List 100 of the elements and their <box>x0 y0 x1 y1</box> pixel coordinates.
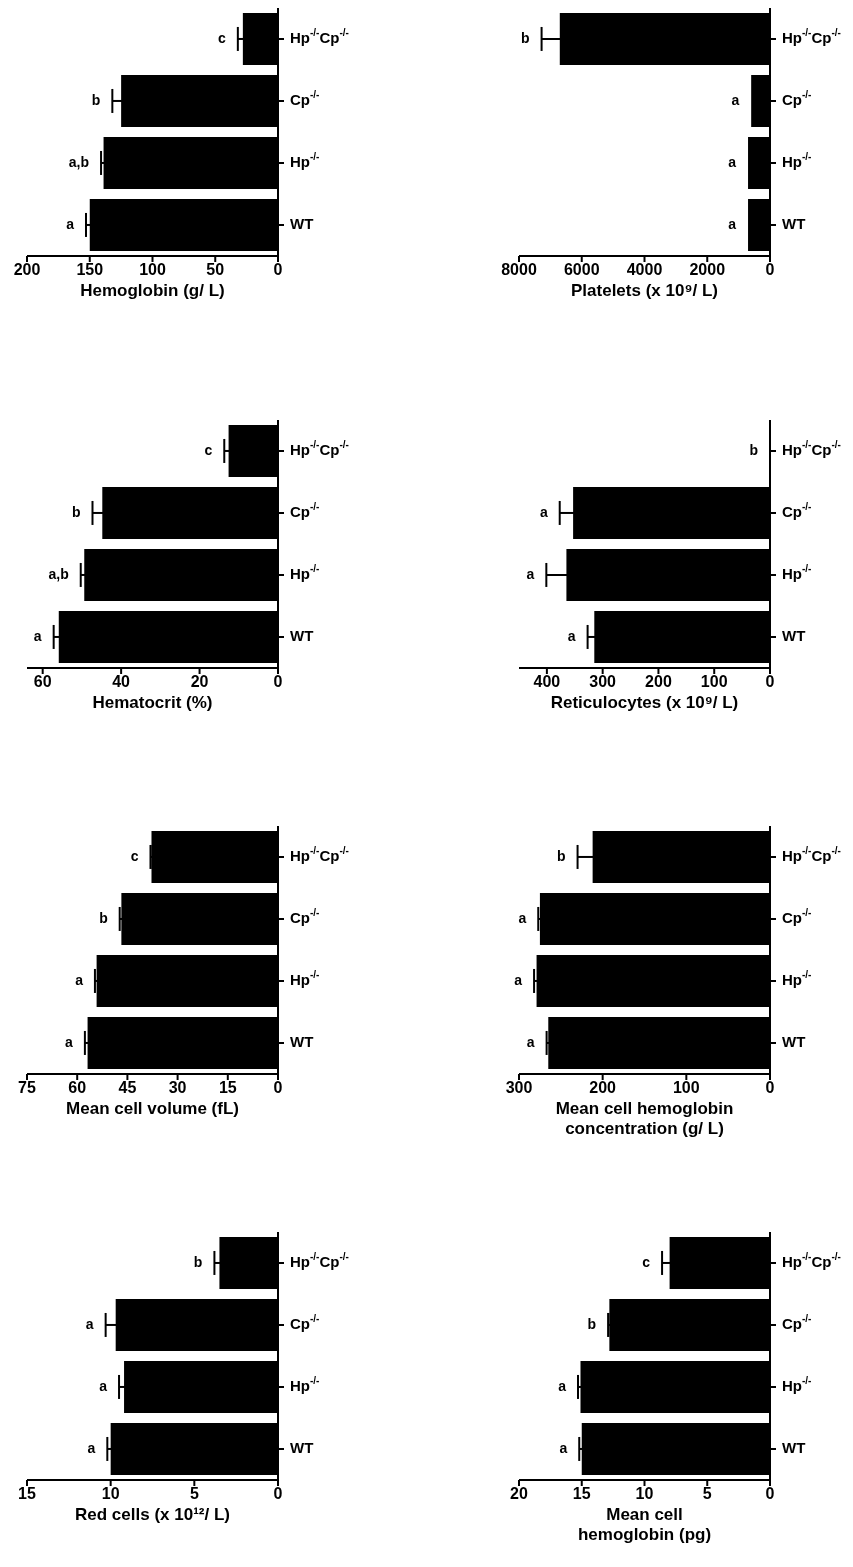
data-label: a <box>65 1033 74 1050</box>
data-label: a <box>87 1439 96 1456</box>
x-tick-label: 200 <box>645 673 672 691</box>
y-tick-label: Cp$^{-/-}$ <box>782 89 812 108</box>
x-tick-label: 15 <box>18 1485 36 1503</box>
y-tick-label: Hp$^{-/-}$ <box>290 151 320 170</box>
data-label: a <box>728 153 737 170</box>
data-label: a,b <box>68 153 90 170</box>
x-tick-label: 100 <box>700 673 728 691</box>
data-label: a <box>518 909 527 926</box>
y-tick-label: Cp$^{-/-}$ <box>782 1313 812 1332</box>
x-tick-label: 4000 <box>626 261 663 279</box>
data-label: a <box>514 971 523 988</box>
x-tick-label: 50 <box>206 261 225 279</box>
x-tick-label: 0 <box>765 1485 775 1503</box>
x-tick-label: 6000 <box>563 261 600 279</box>
y-tick-label: Hp$^{-/-}$Cp$^{-/-}$ <box>782 1251 841 1270</box>
data-label: a <box>731 91 740 108</box>
data-label: c <box>218 29 227 46</box>
x-tick-label: 0 <box>273 1079 283 1097</box>
data-label: a <box>85 1315 94 1332</box>
y-tick-label: Hp$^{-/-}$Cp$^{-/-}$ <box>290 845 349 864</box>
y-tick-label: Cp$^{-/-}$ <box>290 89 320 108</box>
data-label: b <box>749 441 758 458</box>
data-label: a <box>66 215 75 232</box>
x-tick-label: 60 <box>33 673 52 691</box>
x-tick-label: 200 <box>589 1079 617 1097</box>
y-tick-label: Hp$^{-/-}$ <box>782 1375 812 1394</box>
data-label: b <box>71 503 81 520</box>
x-tick-label: 400 <box>533 673 561 691</box>
x-tick-label: 75 <box>18 1079 36 1097</box>
x-tick-label: 5 <box>702 1485 712 1503</box>
y-tick-label: Hp$^{-/-}$ <box>290 969 320 988</box>
x-tick-label: 0 <box>273 1485 283 1503</box>
y-tick-label: Hp$^{-/-}$Cp$^{-/-}$ <box>290 439 349 458</box>
x-tick-label: 45 <box>118 1079 137 1097</box>
y-tick-label: Hp$^{-/-}$Cp$^{-/-}$ <box>290 27 349 46</box>
y-tick-label: Cp$^{-/-}$ <box>290 1313 320 1332</box>
y-tick-label: Hp$^{-/-}$ <box>782 563 812 582</box>
y-tick-label: WT <box>782 1438 806 1456</box>
x-tick-label: 0 <box>765 1079 775 1097</box>
x-tick-label: 60 <box>68 1079 87 1097</box>
x-axis-title: Platelets (x 10⁹/ L) <box>571 281 718 300</box>
y-tick-label: WT <box>290 1438 314 1456</box>
x-tick-label: 10 <box>101 1485 120 1503</box>
data-label: c <box>130 847 139 864</box>
y-tick-label: Hp$^{-/-}$Cp$^{-/-}$ <box>782 27 841 46</box>
x-axis-title: Mean cell volume (fL) <box>66 1099 239 1118</box>
x-axis-title: Hematocrit (%) <box>92 693 213 712</box>
x-tick-label: 2000 <box>689 261 726 279</box>
data-label: b <box>193 1253 203 1270</box>
y-tick-label: Hp$^{-/-}$Cp$^{-/-}$ <box>290 1251 349 1270</box>
x-tick-label: 300 <box>505 1079 533 1097</box>
x-axis-title: Red cells (x 10¹²/ L) <box>75 1505 230 1524</box>
data-label: a <box>526 1033 535 1050</box>
y-tick-label: WT <box>290 214 314 232</box>
data-label: b <box>557 847 566 864</box>
y-tick-label: WT <box>782 626 806 644</box>
x-tick-label: 8000 <box>501 261 537 279</box>
x-tick-label: 5 <box>189 1485 199 1503</box>
x-tick-label: 20 <box>510 1485 528 1503</box>
data-label: a <box>99 1377 108 1394</box>
x-tick-label: 100 <box>672 1079 700 1097</box>
x-tick-label: 15 <box>218 1079 237 1097</box>
y-tick-label: Hp$^{-/-}$ <box>782 151 812 170</box>
x-tick-label: 300 <box>589 673 617 691</box>
data-label: c <box>642 1253 651 1270</box>
y-tick-label: Hp$^{-/-}$ <box>290 1375 320 1394</box>
y-tick-label: Cp$^{-/-}$ <box>290 501 320 520</box>
data-label: a <box>558 1377 567 1394</box>
x-tick-label: 15 <box>572 1485 591 1503</box>
y-tick-label: Hp$^{-/-}$ <box>290 563 320 582</box>
y-tick-label: WT <box>782 214 806 232</box>
data-label: a <box>567 627 576 644</box>
y-tick-label: WT <box>290 1032 314 1050</box>
y-tick-label: Hp$^{-/-}$Cp$^{-/-}$ <box>782 845 841 864</box>
x-tick-label: 0 <box>273 261 283 279</box>
data-label: b <box>91 91 101 108</box>
data-label: a <box>526 565 535 582</box>
x-tick-label: 20 <box>190 673 209 691</box>
x-tick-label: 0 <box>273 673 283 691</box>
x-tick-label: 0 <box>765 673 775 691</box>
y-tick-label: Cp$^{-/-}$ <box>290 907 320 926</box>
x-tick-label: 150 <box>76 261 104 279</box>
x-axis-title: Reticulocytes (x 10⁹/ L) <box>550 693 739 712</box>
data-label: b <box>587 1315 597 1332</box>
data-label: a <box>33 627 42 644</box>
x-tick-label: 40 <box>112 673 131 691</box>
x-tick-label: 100 <box>139 261 166 279</box>
data-label: a <box>75 971 84 988</box>
x-tick-label: 30 <box>168 1079 187 1097</box>
data-label: b <box>99 909 108 926</box>
x-tick-label: 200 <box>13 261 41 279</box>
data-label: a <box>539 503 548 520</box>
y-tick-label: Hp$^{-/-}$Cp$^{-/-}$ <box>782 439 841 458</box>
x-tick-label: 0 <box>765 261 775 279</box>
x-axis-title: Mean cell hemoglobin concentration (g/ L) <box>555 1099 734 1138</box>
data-label: c <box>204 441 213 458</box>
y-tick-label: WT <box>782 1032 806 1050</box>
y-tick-label: WT <box>290 626 314 644</box>
